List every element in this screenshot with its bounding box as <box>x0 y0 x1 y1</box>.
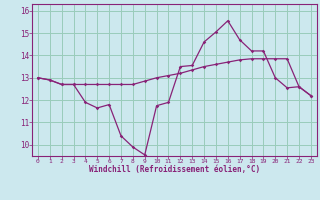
X-axis label: Windchill (Refroidissement éolien,°C): Windchill (Refroidissement éolien,°C) <box>89 165 260 174</box>
